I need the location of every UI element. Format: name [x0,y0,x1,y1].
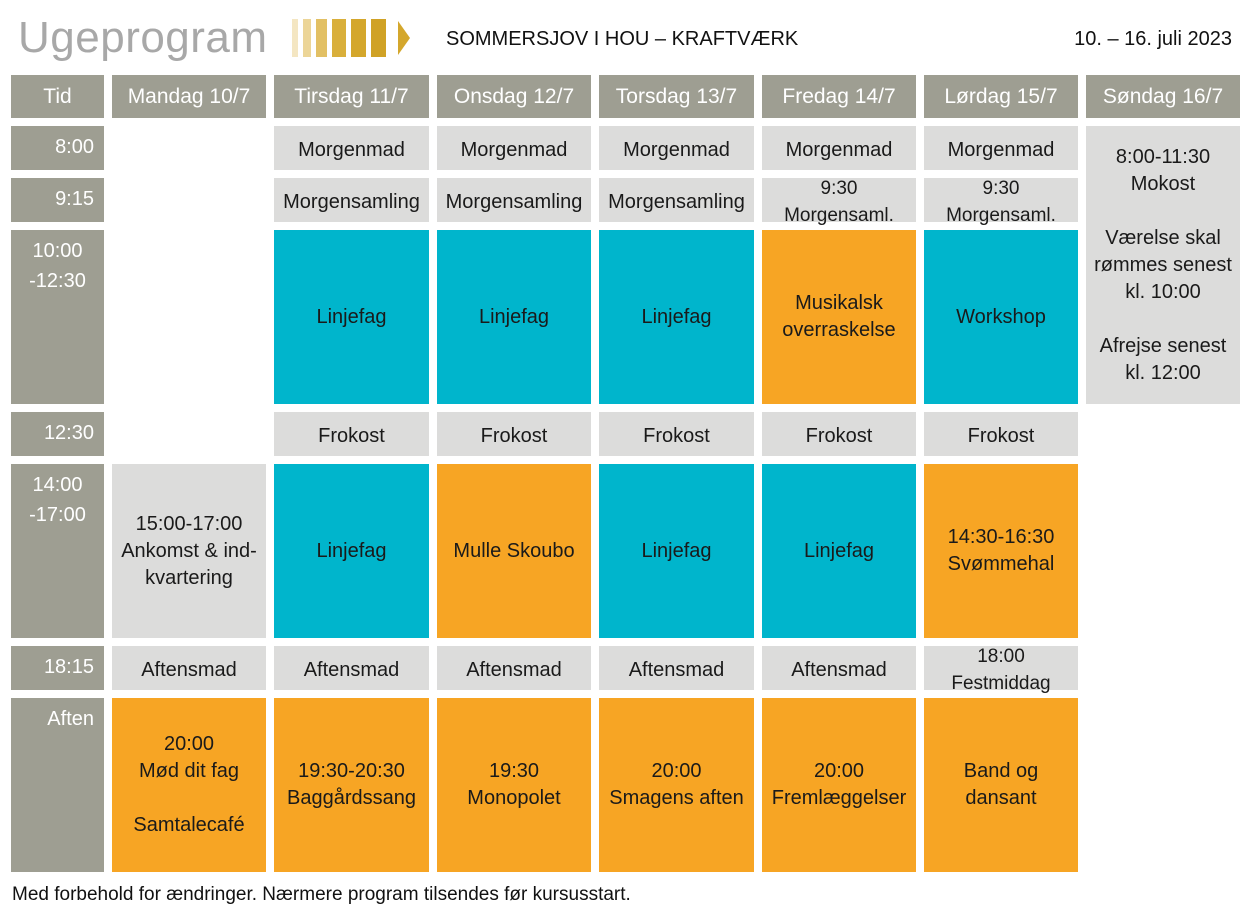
saturday-evening: Band og dansant [924,698,1078,872]
column-header-onsdag: Onsdag 12/7 [437,75,591,118]
column-header-sondag: Søndag 16/7 [1086,75,1240,118]
thursday-lunch: Frokost [599,412,754,456]
friday-afternoon-session: Linjefag [762,464,916,638]
thursday-morning-session: Linjefag [599,230,754,404]
wednesday-dinner: Aftensmad [437,646,591,690]
wednesday-evening: 19:30 Monopolet [437,698,591,872]
tuesday-lunch: Frokost [274,412,429,456]
friday-assembly: 9:30 Morgensaml. [762,178,916,226]
column-header-fredag: Fredag 14/7 [762,75,916,118]
page-title: Ugeprogram [18,13,268,62]
friday-lunch: Frokost [762,412,916,456]
column-header-mandag: Mandag 10/7 [112,75,266,118]
wednesday-assembly: Morgensamling [437,178,591,222]
time-slot-0915: 9:15 [11,178,104,222]
time-slot-0800: 8:00 [11,126,104,170]
tuesday-breakfast: Morgenmad [274,126,429,170]
column-header-lordag: Lørdag 15/7 [924,75,1078,118]
wednesday-morning-session: Linjefag [437,230,591,404]
thursday-evening: 20:00 Smagens aften [599,698,754,872]
friday-dinner: Aftensmad [762,646,916,690]
column-header-tirsdag: Tirsdag 11/7 [274,75,429,118]
tuesday-morning-session: Linjefag [274,230,429,404]
thursday-dinner: Aftensmad [599,646,754,690]
arrow-bars-logo [292,19,410,57]
thursday-breakfast: Morgenmad [599,126,754,170]
wednesday-lunch: Frokost [437,412,591,456]
monday-arrival: 15:00-17:00 Ankomst & ind- kvartering [112,464,266,638]
friday-morning-session: Musikalsk overraskelse [762,230,916,404]
date-range: 10. – 16. juli 2023 [1074,28,1232,50]
saturday-lunch: Frokost [924,412,1078,456]
tuesday-dinner: Aftensmad [274,646,429,690]
time-slot-aften: Aften [11,698,104,872]
friday-breakfast: Morgenmad [762,126,916,170]
tuesday-evening: 19:30-20:30 Baggårdssang [274,698,429,872]
saturday-dinner: 18:00 Festmiddag [924,646,1078,694]
time-slot-1815: 18:15 [11,646,104,690]
tuesday-afternoon-session: Linjefag [274,464,429,638]
column-header-torsdag: Torsdag 13/7 [599,75,754,118]
wednesday-breakfast: Morgenmad [437,126,591,170]
saturday-morning-session: Workshop [924,230,1078,404]
tuesday-assembly: Morgensamling [274,178,429,222]
friday-evening: 20:00 Fremlæggelser [762,698,916,872]
monday-evening: 20:00 Mød dit fag Samtalecafé [112,698,266,872]
saturday-afternoon-session: 14:30-16:30 Svømmehal [924,464,1078,638]
footnote: Med forbehold for ændringer. Nærmere pro… [12,884,631,905]
time-slot-1230: 12:30 [11,412,104,456]
time-slot-1400: 14:00 -17:00 [11,464,104,638]
saturday-breakfast: Morgenmad [924,126,1078,170]
thursday-afternoon-session: Linjefag [599,464,754,638]
time-slot-1000: 10:00 -12:30 [11,230,104,404]
wednesday-afternoon-session: Mulle Skoubo [437,464,591,638]
saturday-assembly: 9:30 Morgensaml. [924,178,1078,226]
column-header-tid: Tid [11,75,104,118]
thursday-assembly: Morgensamling [599,178,754,222]
monday-dinner: Aftensmad [112,646,266,690]
sunday-morning-info: 8:00-11:30 Mokost Værelse skal rømmes se… [1086,126,1240,404]
event-subtitle: SOMMERSJOV I HOU – KRAFTVÆRK [446,28,799,50]
